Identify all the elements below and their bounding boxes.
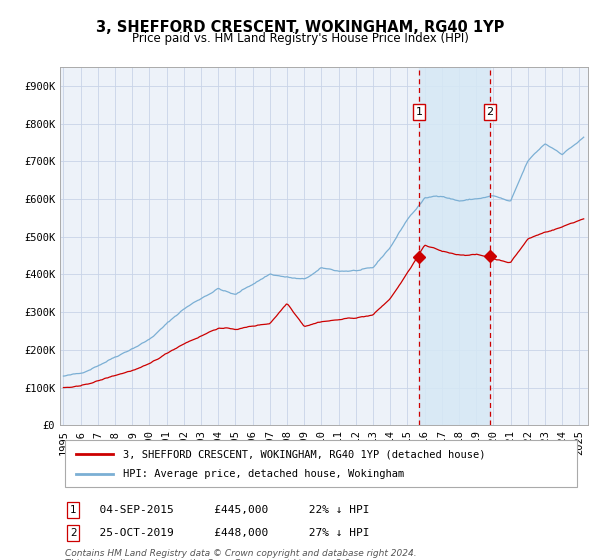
- Text: 25-OCT-2019      £448,000      27% ↓ HPI: 25-OCT-2019 £448,000 27% ↓ HPI: [86, 528, 370, 538]
- Text: 3, SHEFFORD CRESCENT, WOKINGHAM, RG40 1YP: 3, SHEFFORD CRESCENT, WOKINGHAM, RG40 1Y…: [96, 20, 504, 35]
- Text: 2: 2: [487, 107, 494, 117]
- Text: Price paid vs. HM Land Registry's House Price Index (HPI): Price paid vs. HM Land Registry's House …: [131, 32, 469, 45]
- Bar: [419, 67, 490, 425]
- Text: 3, SHEFFORD CRESCENT, WOKINGHAM, RG40 1YP (detached house): 3, SHEFFORD CRESCENT, WOKINGHAM, RG40 1Y…: [124, 449, 486, 459]
- Text: 2: 2: [70, 528, 77, 538]
- Text: 1: 1: [415, 107, 422, 117]
- Text: HPI: Average price, detached house, Wokingham: HPI: Average price, detached house, Woki…: [124, 469, 404, 479]
- Text: Contains HM Land Registry data © Crown copyright and database right 2024.
This d: Contains HM Land Registry data © Crown c…: [65, 549, 417, 560]
- Text: 1: 1: [70, 505, 77, 515]
- Text: 04-SEP-2015      £445,000      22% ↓ HPI: 04-SEP-2015 £445,000 22% ↓ HPI: [86, 505, 370, 515]
- FancyBboxPatch shape: [65, 440, 577, 487]
